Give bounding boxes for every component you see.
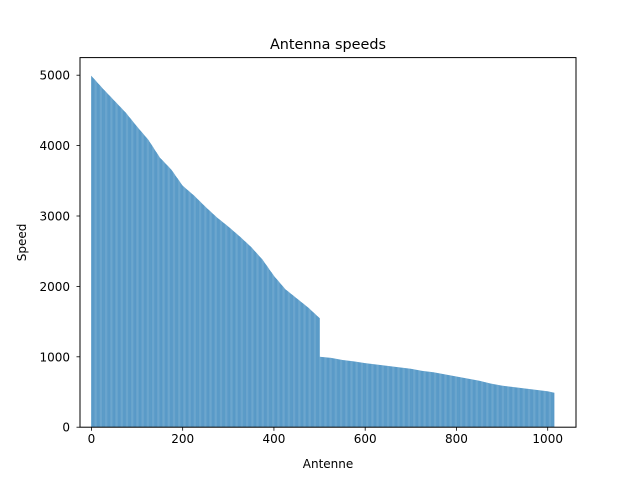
- y-axis-label: Speed: [15, 224, 29, 262]
- y-axis-ticks: 0 1000 2000 3000 4000 5000: [39, 69, 80, 435]
- y-tick-label: 0: [62, 421, 70, 435]
- chart-title: Antenna speeds: [270, 37, 386, 53]
- plot-frame: [79, 57, 577, 428]
- x-tick-label: 400: [262, 432, 285, 446]
- y-tick-label: 5000: [39, 69, 70, 83]
- x-tick-label: 600: [354, 432, 377, 446]
- x-tick-label: 1000: [532, 432, 563, 446]
- x-axis-ticks: 0 200 400 600 800 1000: [88, 427, 563, 446]
- x-tick-label: 200: [171, 432, 194, 446]
- y-tick-label: 2000: [39, 280, 70, 294]
- x-tick-label: 0: [88, 432, 96, 446]
- y-tick-label: 3000: [39, 210, 70, 224]
- x-tick-label: 800: [445, 432, 468, 446]
- y-tick-label: 1000: [39, 350, 70, 364]
- bar-series: [91, 75, 555, 428]
- y-tick-label: 4000: [39, 139, 70, 153]
- x-axis-label: Antenne: [303, 457, 354, 471]
